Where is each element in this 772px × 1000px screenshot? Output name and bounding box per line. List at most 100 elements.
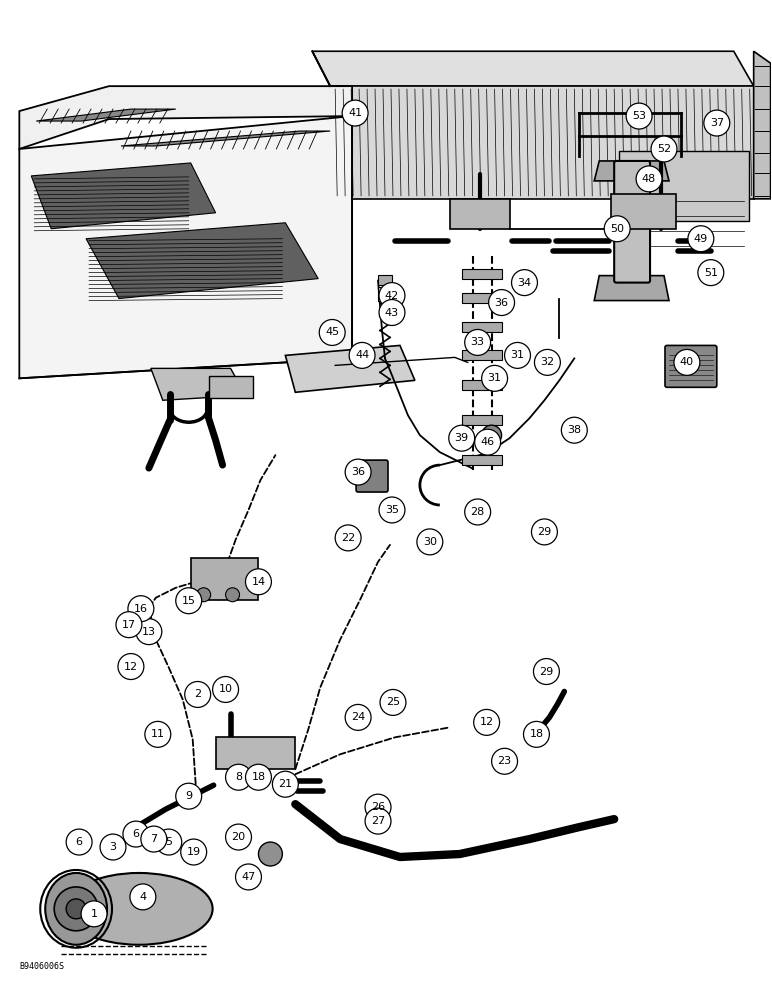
Circle shape	[534, 349, 560, 375]
Text: 46: 46	[481, 437, 495, 447]
Circle shape	[688, 226, 714, 252]
Circle shape	[482, 365, 507, 391]
Circle shape	[156, 829, 181, 855]
Circle shape	[465, 329, 491, 355]
Circle shape	[212, 677, 239, 702]
Circle shape	[449, 425, 475, 451]
Text: 31: 31	[488, 373, 502, 383]
FancyBboxPatch shape	[615, 161, 650, 283]
Circle shape	[626, 103, 652, 129]
Ellipse shape	[46, 873, 107, 945]
Circle shape	[704, 110, 730, 136]
Text: 18: 18	[252, 772, 266, 782]
Text: 43: 43	[385, 308, 399, 318]
Circle shape	[475, 429, 500, 455]
Text: B9406006S: B9406006S	[19, 962, 64, 971]
Circle shape	[465, 499, 491, 525]
FancyBboxPatch shape	[191, 558, 259, 600]
Text: 37: 37	[709, 118, 724, 128]
Circle shape	[66, 829, 92, 855]
Circle shape	[379, 283, 405, 309]
FancyBboxPatch shape	[462, 415, 502, 425]
Circle shape	[533, 659, 560, 684]
Text: 24: 24	[351, 712, 365, 722]
Text: 44: 44	[355, 350, 369, 360]
Circle shape	[100, 834, 126, 860]
Polygon shape	[86, 223, 318, 299]
Circle shape	[118, 654, 144, 680]
Text: 12: 12	[479, 717, 494, 727]
Circle shape	[604, 216, 630, 242]
FancyBboxPatch shape	[462, 269, 502, 279]
FancyBboxPatch shape	[356, 460, 388, 492]
Circle shape	[245, 764, 272, 790]
Text: 29: 29	[537, 527, 551, 537]
Text: 17: 17	[122, 620, 136, 630]
Text: 33: 33	[471, 337, 485, 347]
Text: 53: 53	[632, 111, 646, 121]
FancyBboxPatch shape	[462, 293, 502, 303]
Text: 48: 48	[642, 174, 656, 184]
Circle shape	[342, 100, 368, 126]
FancyBboxPatch shape	[215, 737, 296, 769]
Circle shape	[225, 764, 252, 790]
Text: 22: 22	[341, 533, 355, 543]
Polygon shape	[19, 116, 352, 378]
Circle shape	[492, 748, 517, 774]
FancyBboxPatch shape	[619, 151, 749, 221]
FancyBboxPatch shape	[208, 376, 253, 398]
Text: 5: 5	[165, 837, 172, 847]
Text: 41: 41	[348, 108, 362, 118]
Ellipse shape	[65, 873, 212, 945]
Text: 32: 32	[540, 357, 554, 367]
Circle shape	[379, 497, 405, 523]
Text: 26: 26	[371, 802, 385, 812]
Polygon shape	[312, 51, 753, 86]
Text: 8: 8	[235, 772, 242, 782]
Circle shape	[345, 704, 371, 730]
FancyBboxPatch shape	[462, 380, 502, 390]
FancyBboxPatch shape	[462, 322, 502, 332]
FancyBboxPatch shape	[378, 287, 392, 301]
Circle shape	[365, 794, 391, 820]
Text: 45: 45	[325, 327, 339, 337]
Text: 51: 51	[704, 268, 718, 278]
Circle shape	[345, 459, 371, 485]
Text: 11: 11	[151, 729, 165, 739]
Text: 31: 31	[510, 350, 524, 360]
Text: 40: 40	[680, 357, 694, 367]
FancyBboxPatch shape	[450, 199, 510, 229]
Circle shape	[561, 417, 587, 443]
Text: 7: 7	[151, 834, 157, 844]
Circle shape	[417, 529, 443, 555]
Text: 52: 52	[657, 144, 671, 154]
Circle shape	[674, 349, 700, 375]
Text: 36: 36	[351, 467, 365, 477]
Text: 34: 34	[517, 278, 532, 288]
Text: 13: 13	[142, 627, 156, 637]
Circle shape	[245, 569, 272, 595]
Circle shape	[259, 842, 283, 866]
Polygon shape	[594, 276, 669, 301]
Text: 6: 6	[133, 829, 140, 839]
Circle shape	[225, 824, 252, 850]
Circle shape	[482, 425, 502, 445]
Circle shape	[651, 136, 677, 162]
Circle shape	[176, 588, 201, 614]
Text: 19: 19	[187, 847, 201, 857]
Text: 38: 38	[567, 425, 581, 435]
Circle shape	[452, 428, 472, 448]
Text: 9: 9	[185, 791, 192, 801]
Text: 18: 18	[530, 729, 543, 739]
Text: 16: 16	[134, 604, 148, 614]
Text: 3: 3	[110, 842, 117, 852]
Text: 27: 27	[371, 816, 385, 826]
Text: 2: 2	[194, 689, 201, 699]
Text: 10: 10	[218, 684, 232, 694]
Text: 36: 36	[495, 298, 509, 308]
Circle shape	[320, 320, 345, 345]
Circle shape	[54, 887, 98, 931]
Text: 14: 14	[252, 577, 266, 587]
Circle shape	[185, 681, 211, 707]
Circle shape	[474, 709, 499, 735]
